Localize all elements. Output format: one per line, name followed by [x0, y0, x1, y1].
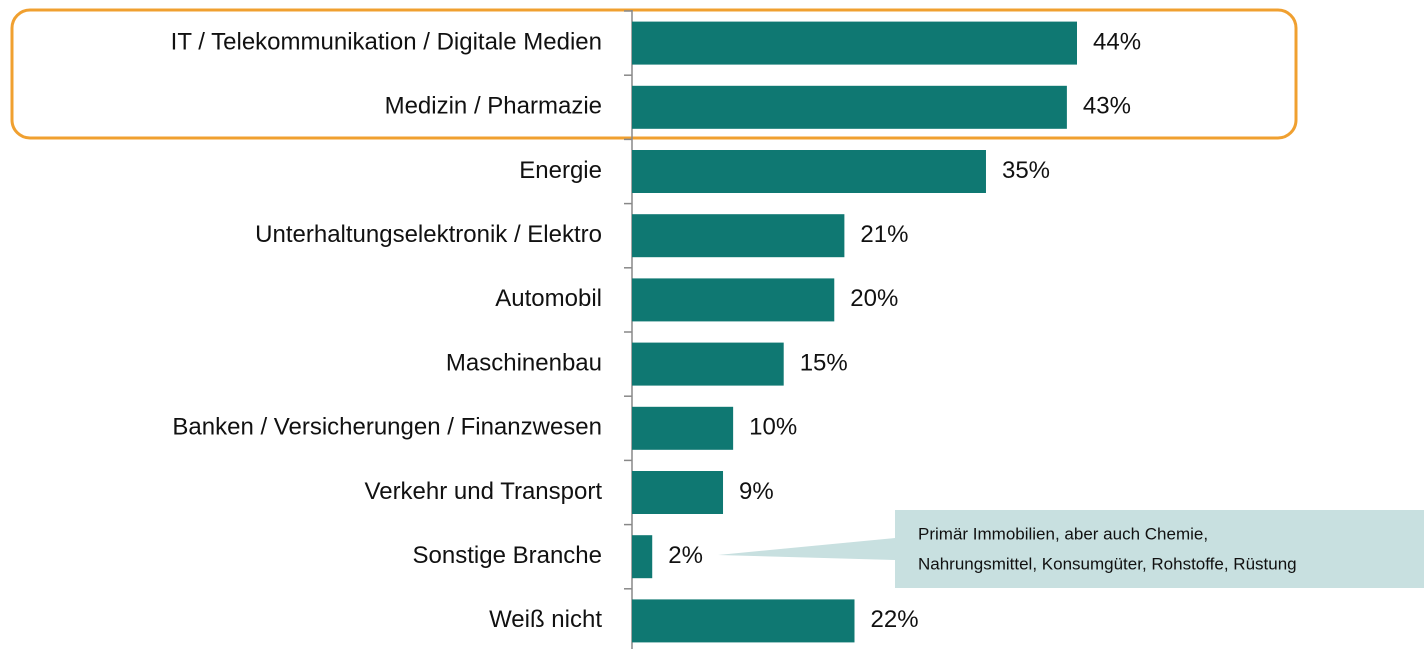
- category-label: Banken / Versicherungen / Finanzwesen: [172, 414, 602, 441]
- category-label: Maschinenbau: [446, 349, 602, 376]
- category-label: Sonstige Branche: [413, 542, 602, 569]
- bar: [632, 535, 653, 579]
- callout-box: [895, 510, 1424, 588]
- bar: [632, 214, 845, 258]
- category-label: IT / Telekommunikation / Digitale Medien: [171, 28, 602, 55]
- value-label: 15%: [800, 349, 848, 376]
- value-label: 21%: [860, 221, 908, 248]
- callout-text: Nahrungsmittel, Konsumgüter, Rohstoffe, …: [918, 554, 1297, 573]
- category-label: Weiß nicht: [489, 606, 602, 633]
- category-label: Verkehr und Transport: [365, 478, 603, 505]
- bar: [632, 278, 835, 322]
- bar: [632, 150, 986, 193]
- category-label: Automobil: [495, 285, 602, 312]
- value-label: 9%: [739, 478, 774, 505]
- bar: [632, 85, 1067, 129]
- category-label: Medizin / Pharmazie: [385, 93, 602, 120]
- bar: [632, 599, 855, 643]
- value-label: 10%: [749, 414, 797, 441]
- value-label: 20%: [850, 285, 898, 312]
- value-label: 22%: [871, 606, 919, 633]
- bar: [632, 21, 1077, 65]
- category-label: Energie: [519, 157, 602, 184]
- value-label: 43%: [1083, 93, 1131, 120]
- category-label: Unterhaltungselektronik / Elektro: [255, 221, 602, 248]
- bar: [632, 471, 724, 514]
- value-label: 44%: [1093, 28, 1141, 55]
- value-label: 35%: [1002, 157, 1050, 184]
- bar: [632, 406, 734, 450]
- callout-pointer: [718, 538, 895, 560]
- bar: [632, 342, 784, 386]
- callout-text: Primär Immobilien, aber auch Chemie,: [918, 524, 1208, 543]
- highlight-box: [10, 8, 1298, 140]
- value-label: 2%: [668, 542, 703, 569]
